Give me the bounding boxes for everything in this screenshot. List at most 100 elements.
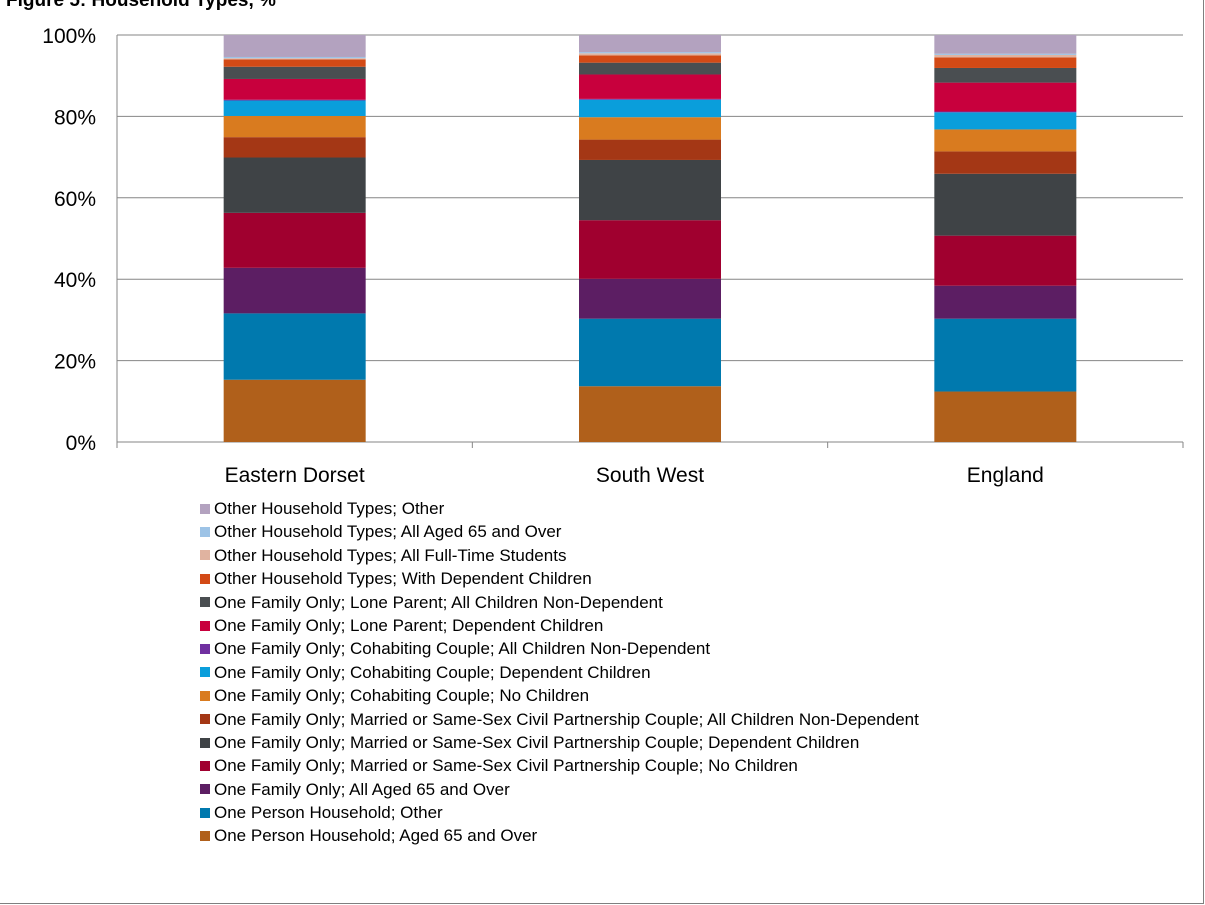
legend-label: One Family Only; Married or Same-Sex Civ… [214, 756, 798, 776]
bar-segment [934, 391, 1077, 442]
bar-segment [934, 285, 1077, 319]
legend-item: Other Household Types; Other [200, 497, 919, 520]
bar-segment [223, 99, 366, 101]
legend-item: One Family Only; Cohabiting Couple; All … [200, 637, 919, 660]
legend-item: One Family Only; Lone Parent; All Childr… [200, 591, 919, 614]
bar-segment [223, 137, 366, 158]
legend-label: One Family Only; Married or Same-Sex Civ… [214, 709, 919, 729]
legend-swatch [200, 667, 210, 678]
legend-swatch [200, 573, 210, 584]
bar-segment [579, 117, 721, 140]
legend-swatch [200, 807, 210, 818]
legend-item: One Family Only; All Aged 65 and Over [200, 778, 919, 801]
legend-swatch [200, 620, 210, 631]
legend-swatch [200, 831, 210, 842]
y-tick-label: 0% [66, 432, 96, 455]
bar-segment [579, 53, 721, 56]
legend-item: One Family Only; Cohabiting Couple; No C… [200, 684, 919, 707]
legend-label: Other Household Types; All Aged 65 and O… [214, 522, 562, 542]
y-tick-label: 60% [54, 188, 96, 211]
bar-segment [934, 67, 1077, 83]
legend-label: Other Household Types; With Dependent Ch… [214, 569, 592, 589]
bar-segment [579, 98, 721, 100]
legend-swatch [200, 737, 210, 748]
legend-swatch [200, 644, 210, 655]
legend-swatch [200, 760, 210, 771]
bar-segment [579, 62, 721, 75]
chart-legend: Other Household Types; Other Other Househ… [200, 497, 919, 848]
legend-label: One Family Only; Cohabiting Couple; No C… [214, 686, 590, 706]
legend-item: One Family Only; Lone Parent; Dependent … [200, 614, 919, 637]
bar-segment [579, 159, 721, 221]
legend-item: One Person Household; Aged 65 and Over [200, 824, 919, 847]
bar-segment [579, 74, 721, 99]
bar-segment [934, 173, 1077, 236]
y-tick-label: 100% [42, 25, 96, 48]
bar-segment [579, 99, 721, 118]
legend-label: One Family Only; Cohabiting Couple; Depe… [214, 662, 651, 682]
y-tick-label: 80% [54, 106, 96, 129]
x-tick-label: England [967, 464, 1044, 487]
stacked-bar-chart: 0% 20% 40% 60% 80% 100% Eastern Dorset South We… [42, 25, 1184, 487]
bar-segment [934, 112, 1077, 130]
bar-segment [579, 220, 721, 279]
legend-item: One Person Household; Other [200, 801, 919, 824]
legend-label: One Family Only; Lone Parent; All Childr… [214, 592, 663, 612]
bar-segment [223, 313, 366, 380]
legend-label: One Person Household; Aged 65 and Over [214, 826, 538, 846]
legend-label: One Family Only; All Aged 65 and Over [214, 779, 510, 799]
legend-swatch [200, 503, 210, 514]
bar-segment [223, 35, 366, 57]
bar-segment [934, 54, 1077, 58]
bar-segment [223, 157, 366, 213]
legend-swatch [200, 784, 210, 795]
bar-segment [579, 318, 721, 387]
bar-segment [223, 78, 366, 100]
bar-segment [223, 115, 366, 138]
legend-swatch [200, 597, 210, 608]
bar-segment [579, 55, 721, 63]
bar-segment [579, 278, 721, 319]
legend-label: One Family Only; Married or Same-Sex Civ… [214, 732, 860, 752]
bar-segment [223, 100, 366, 116]
legend-item: One Family Only; Married or Same-Sex Civ… [200, 731, 919, 754]
legend-item: One Family Only; Cohabiting Couple; Depe… [200, 661, 919, 684]
bar-segment [223, 379, 366, 442]
x-tick-label: Eastern Dorset [225, 464, 365, 487]
bar-segment [934, 82, 1077, 112]
chart-title: Figure 5: Household Types, % [6, 0, 276, 11]
bar-segment [934, 151, 1077, 174]
legend-item: Other Household Types; All Full-Time Stu… [200, 544, 919, 567]
legend-item: One Family Only; Married or Same-Sex Civ… [200, 754, 919, 777]
bar-segment [223, 212, 366, 268]
legend-swatch [200, 690, 210, 701]
legend-item: Other Household Types; All Aged 65 and O… [200, 520, 919, 543]
bar-segment [223, 59, 366, 67]
bar-segment [934, 111, 1077, 113]
x-tick-label: South West [596, 464, 704, 487]
legend-swatch [200, 527, 210, 538]
bar-segment [934, 318, 1077, 392]
legend-label: Other Household Types; Other [214, 499, 445, 518]
bar-segment [223, 56, 366, 59]
bar-segment [579, 386, 721, 442]
bar-segment [934, 129, 1077, 152]
bar-segment [579, 35, 721, 53]
bar-segment [934, 53, 1077, 55]
legend-label: Other Household Types; All Full-Time Stu… [214, 545, 567, 565]
legend-swatch [200, 714, 210, 725]
legend-swatch [200, 550, 210, 561]
legend-label: One Family Only; Cohabiting Couple; All … [214, 639, 711, 659]
bar-segment [579, 52, 721, 54]
y-tick-label: 40% [54, 269, 96, 292]
legend-item: One Family Only; Married or Same-Sex Civ… [200, 708, 919, 731]
bar-segment [579, 139, 721, 160]
bar-segment [934, 57, 1077, 68]
legend-label: One Family Only; Lone Parent; Dependent … [214, 615, 604, 635]
legend-item: Other Household Types; With Dependent Ch… [200, 567, 919, 590]
bar-segment [223, 58, 366, 60]
bar-segment [223, 267, 366, 314]
legend-label: One Person Household; Other [214, 803, 443, 823]
y-tick-label: 20% [54, 351, 96, 374]
